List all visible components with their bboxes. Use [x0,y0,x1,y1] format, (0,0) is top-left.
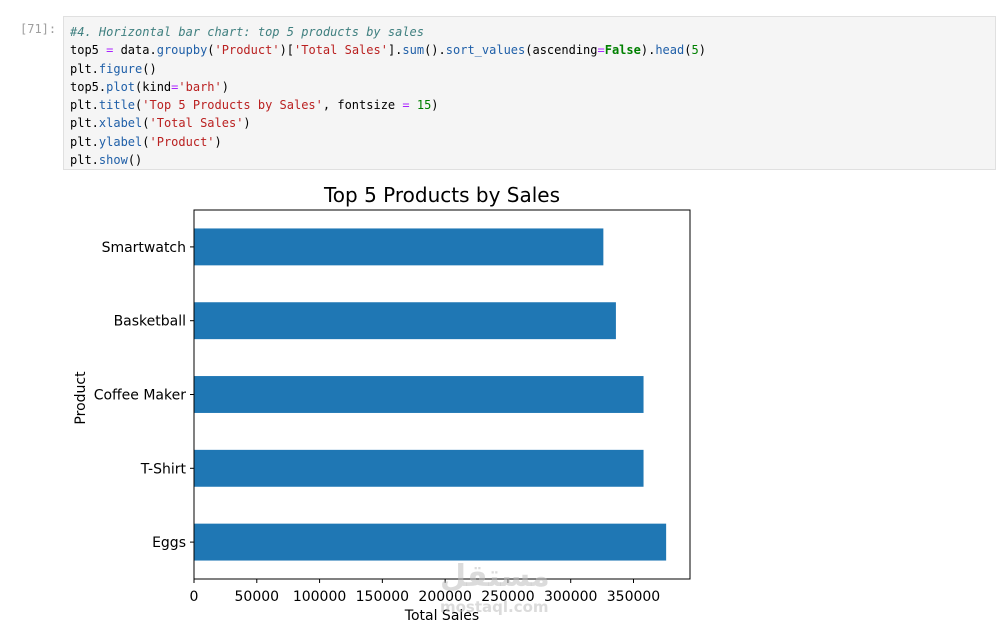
code-token: ) [221,79,229,94]
code-token: , fontsize [322,98,403,113]
y-tick-label: T-Shirt [140,461,187,477]
y-tick-label: Basketball [114,314,186,330]
code-token: plt. [70,98,99,113]
code-line: #4. Horizontal bar chart: top 5 products… [70,23,995,41]
code-token: show [98,153,128,168]
code-cell-input[interactable]: #4. Horizontal bar chart: top 5 products… [63,16,996,170]
code-token: ) [214,134,222,149]
code-token: 'barh' [178,79,222,94]
watermark-logo: مستقل mostaql.com [440,559,550,615]
code-token [410,98,417,112]
x-tick-label: 0 [190,589,199,605]
code-line: plt.xlabel('Total Sales') [70,114,995,132]
code-token: () [127,153,143,168]
code-token: sort_values [445,43,526,58]
code-token: ( [135,98,143,113]
code-token: plt. [70,116,99,131]
x-tick-label: 100000 [293,589,346,605]
code-token: 'Product' [149,134,215,149]
bar-chart: Top 5 Products by Sales 0 50000 100000 1500… [73,183,691,624]
cell-prompt: [71]: [20,22,57,36]
x-tick-label: 50000 [235,589,280,605]
code-token: = [402,98,410,113]
code-token: figure [98,61,143,76]
code-token: groupby [156,43,208,58]
watermark-url: mostaql.com [440,598,549,616]
y-tick-label: Eggs [152,535,186,551]
code-token: = [597,43,605,58]
code-token: )[ [279,43,295,58]
code-token: plot [106,79,136,94]
code-line: top5.plot(kind='barh') [70,78,995,96]
code-token: xlabel [98,116,143,131]
code-token: ( [142,116,150,131]
code-token: ) [243,116,251,131]
code-token: 'Top 5 Products by Sales' [142,98,323,113]
code-token: (). [424,43,446,58]
code-token: 'Product' [214,43,280,58]
bar-smartwatch [194,228,604,266]
chart-title: Top 5 Products by Sales [323,183,560,207]
y-tick-label: Smartwatch [102,240,186,256]
code-token: 5 [691,43,699,58]
y-axis-label: Product [73,371,89,425]
code-token: plt. [70,134,99,149]
code-token: data. [113,43,157,58]
code-token: () [142,61,157,76]
code-token: top5 [70,43,107,58]
code-token: ( [142,134,150,149]
code-line: plt.ylabel('Product') [70,133,995,151]
bar-basketball [194,302,616,340]
bar-coffee-maker [194,376,644,413]
code-token: ) [698,43,706,58]
x-tick-label: 250000 [481,589,534,605]
code-token: ) [431,98,439,113]
code-token: (ascending [525,43,598,58]
code-token: = [171,79,179,94]
code-token: ). [640,43,656,58]
code-line: plt.show() [70,151,995,169]
code-token: 15 [416,98,432,113]
code-token: = [106,43,114,58]
code-token: (kind [135,79,172,94]
code-token: head [655,43,685,58]
code-token: #4. Horizontal bar chart: top 5 products… [70,25,425,39]
code-token: title [98,98,136,113]
x-tick-label: 200000 [418,589,471,605]
code-line: top5 = data.groupby('Product')['Total Sa… [70,41,995,59]
code-token: plt. [70,153,99,168]
x-tick-label: 350000 [607,589,660,605]
watermark-arabic: مستقل [440,559,550,594]
code-token: 'Total Sales' [149,116,244,131]
x-tick-label: 150000 [356,589,409,605]
code-line: plt.title('Top 5 Products by Sales', fon… [70,96,995,114]
code-token: ( [684,43,692,58]
bar-t-shirt [194,449,644,487]
code-line: plt.figure() [70,60,995,78]
code-token: 'Total Sales' [294,43,388,58]
x-tick-label: 300000 [544,589,597,605]
y-tick-label: Coffee Maker [94,388,187,404]
code-token: top5. [70,79,107,94]
code-token: ( [207,43,215,58]
bar-eggs [194,523,667,561]
code-token: sum [402,43,425,58]
code-token: False [604,43,641,58]
code-token: plt. [70,61,99,76]
code-token: ]. [387,43,403,58]
code-token: ylabel [98,134,143,149]
x-axis-label: Total Sales [404,608,479,624]
